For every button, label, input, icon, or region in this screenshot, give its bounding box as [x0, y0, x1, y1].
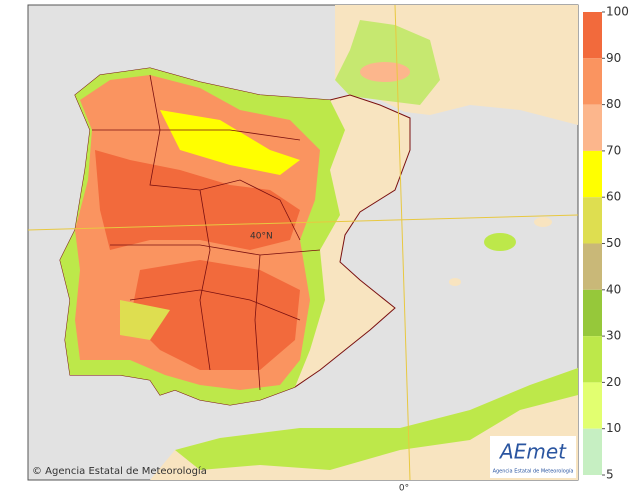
logo-box	[490, 436, 576, 478]
legend-label: 30	[606, 329, 621, 343]
lat-label: 40°N	[250, 232, 273, 242]
legend-label: 50	[606, 236, 621, 250]
legend-swatch	[583, 289, 602, 337]
france-peak	[360, 62, 410, 82]
olive-zone	[120, 300, 170, 340]
ibiza	[449, 278, 461, 286]
legend-label: 100	[606, 5, 629, 19]
meridian-0	[394, 4, 411, 481]
lon-label: 0°	[399, 484, 409, 494]
legend: 100 90 80 70 60 50 40 30 20 10 5	[583, 5, 629, 482]
mallorca	[484, 233, 516, 251]
peak-zone-1	[95, 150, 300, 250]
province-borders	[92, 74, 321, 391]
logo-subtitle: Agencia Estatal de Meteorología	[493, 468, 574, 475]
map: 40°N 0° © Agencia Estatal de Meteorologí…	[27, 4, 579, 494]
legend-label: 80	[606, 97, 621, 111]
legend-label: 10	[606, 421, 621, 435]
legend-swatch	[583, 382, 602, 429]
legend-swatch	[583, 428, 602, 475]
legend-label: 20	[606, 375, 621, 389]
credit: © Agencia Estatal de Meteorología	[32, 465, 207, 477]
legend-label: 40	[606, 282, 621, 296]
legend-label: 90	[606, 51, 621, 65]
legend-swatch	[583, 243, 602, 290]
legend-label: 70	[606, 143, 621, 157]
parallel-40	[27, 214, 579, 231]
legend-label: 5	[606, 468, 614, 482]
yellow-zone	[160, 110, 300, 175]
legend-swatch	[583, 104, 602, 151]
legend-swatch	[583, 12, 602, 59]
legend-swatch	[583, 336, 602, 383]
legend-swatch	[583, 150, 602, 198]
legend-label: 60	[606, 190, 621, 204]
menorca	[534, 217, 552, 227]
logo-name: AEmet	[498, 440, 567, 464]
legend-swatch	[583, 197, 602, 244]
legend-swatch	[583, 58, 602, 105]
africa-band	[175, 368, 578, 470]
